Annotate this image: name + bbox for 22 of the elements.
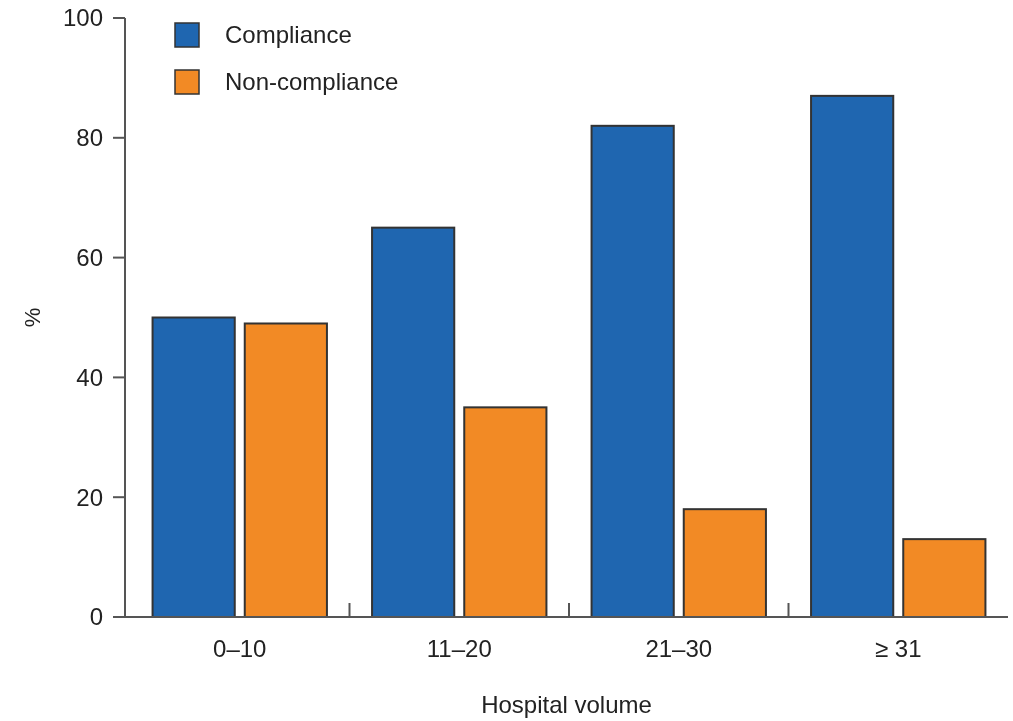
- bar: [590, 124, 675, 618]
- y-tick-label: 40: [76, 363, 103, 391]
- y-tick-label: 60: [76, 244, 103, 271]
- y-tick-label: 20: [76, 483, 103, 511]
- bar: [371, 226, 456, 618]
- bar: [151, 316, 236, 618]
- x-axis-title: Hospital volume: [481, 691, 652, 718]
- legend-label: Non-compliance: [225, 68, 399, 96]
- legend-label: Compliance: [225, 21, 352, 49]
- x-tick-label: ≥ 31: [874, 635, 922, 662]
- y-tick-label: 0: [89, 603, 103, 631]
- y-tick-label: 80: [76, 124, 103, 152]
- x-tick-label: 11–20: [426, 635, 492, 662]
- y-tick-label: 100: [62, 4, 103, 32]
- bar: [463, 406, 548, 618]
- x-tick-label: 21–30: [645, 635, 713, 662]
- bar: [682, 508, 767, 618]
- y-axis-title: %: [20, 307, 45, 328]
- x-tick-label: 0–10: [213, 635, 267, 662]
- bar: [902, 538, 987, 618]
- bar: [810, 94, 895, 618]
- bar: [243, 322, 328, 618]
